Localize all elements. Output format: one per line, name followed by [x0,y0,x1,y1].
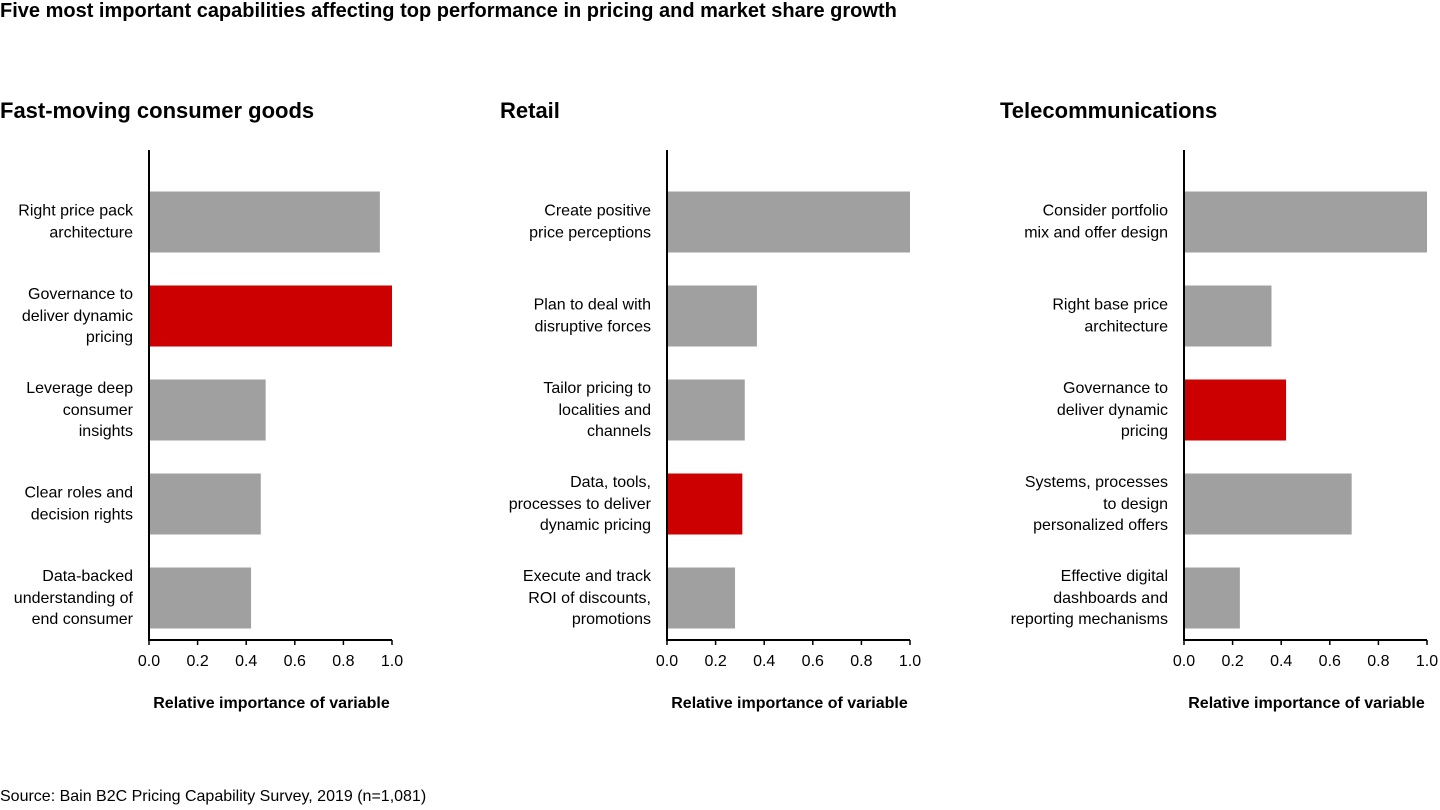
y-tick-label: Execute and track ROI of discounts, prom… [522,567,651,628]
x-tick-label: 1.0 [1416,653,1438,670]
x-tick-label: 0.6 [1319,653,1341,670]
bar [1184,285,1272,347]
bar [149,379,266,441]
x-axis-label: Relative importance of variable [671,695,908,712]
x-tick-label: 0.2 [704,653,726,670]
x-tick-label: 0.6 [284,653,306,670]
chart-title: Five most important capabilities affecti… [0,0,897,22]
bar [149,567,252,629]
x-tick-label: 0.8 [850,653,872,670]
y-tick-label: Governance to deliver dynamic pricing [1056,379,1168,440]
bar [149,285,392,347]
bar [667,567,736,629]
y-tick-label: Data, tools, processes to deliver dynami… [508,473,651,534]
bar [1184,191,1427,253]
x-tick-label: 0.8 [332,653,354,670]
bar [1184,567,1240,629]
x-tick-label: 0.2 [1221,653,1243,670]
bar [667,285,757,347]
y-tick-label: Create positive price perceptions [529,202,651,242]
x-axis-label: Relative importance of variable [153,695,390,712]
y-tick-label: Effective digital dashboards and reporti… [1010,567,1168,628]
bar [149,473,261,535]
panel-title: Telecommunications [1000,98,1218,123]
y-tick-label: Systems, processes to design personalize… [1024,473,1168,534]
y-tick-label: Clear roles and decision rights [24,484,134,524]
y-tick-label: Data-backed understanding of end consume… [13,567,133,628]
bar [1184,379,1287,441]
x-axis-label: Relative importance of variable [1188,695,1425,712]
x-tick-label: 1.0 [899,653,921,670]
x-tick-label: 0.4 [235,653,257,670]
bar [667,473,743,535]
x-tick-label: 0.2 [186,653,208,670]
y-tick-label: Governance to deliver dynamic pricing [21,285,133,346]
y-tick-label: Leverage deep consumer insights [26,379,133,440]
x-tick-label: 0.0 [138,653,160,670]
bar [149,191,380,253]
source-note: Source: Bain B2C Pricing Capability Surv… [0,788,427,805]
x-tick-label: 0.6 [802,653,824,670]
y-tick-label: Plan to deal with disruptive forces [533,296,651,336]
y-tick-label: Right base price architecture [1052,296,1168,336]
y-tick-label: Consider portfolio mix and offer design [1024,202,1168,242]
panel-title: Fast-moving consumer goods [0,98,315,123]
panel-title: Retail [500,98,560,123]
x-tick-label: 0.0 [1173,653,1195,670]
x-tick-label: 1.0 [381,653,403,670]
y-tick-label: Tailor pricing to localities and channel… [543,379,651,440]
x-tick-label: 0.8 [1367,653,1389,670]
y-tick-label: Right price pack architecture [18,202,133,242]
x-tick-label: 0.4 [753,653,775,670]
x-tick-label: 0.4 [1270,653,1292,670]
bar [1184,473,1352,535]
x-tick-label: 0.0 [656,653,678,670]
bar [667,379,745,441]
bar [667,191,910,253]
